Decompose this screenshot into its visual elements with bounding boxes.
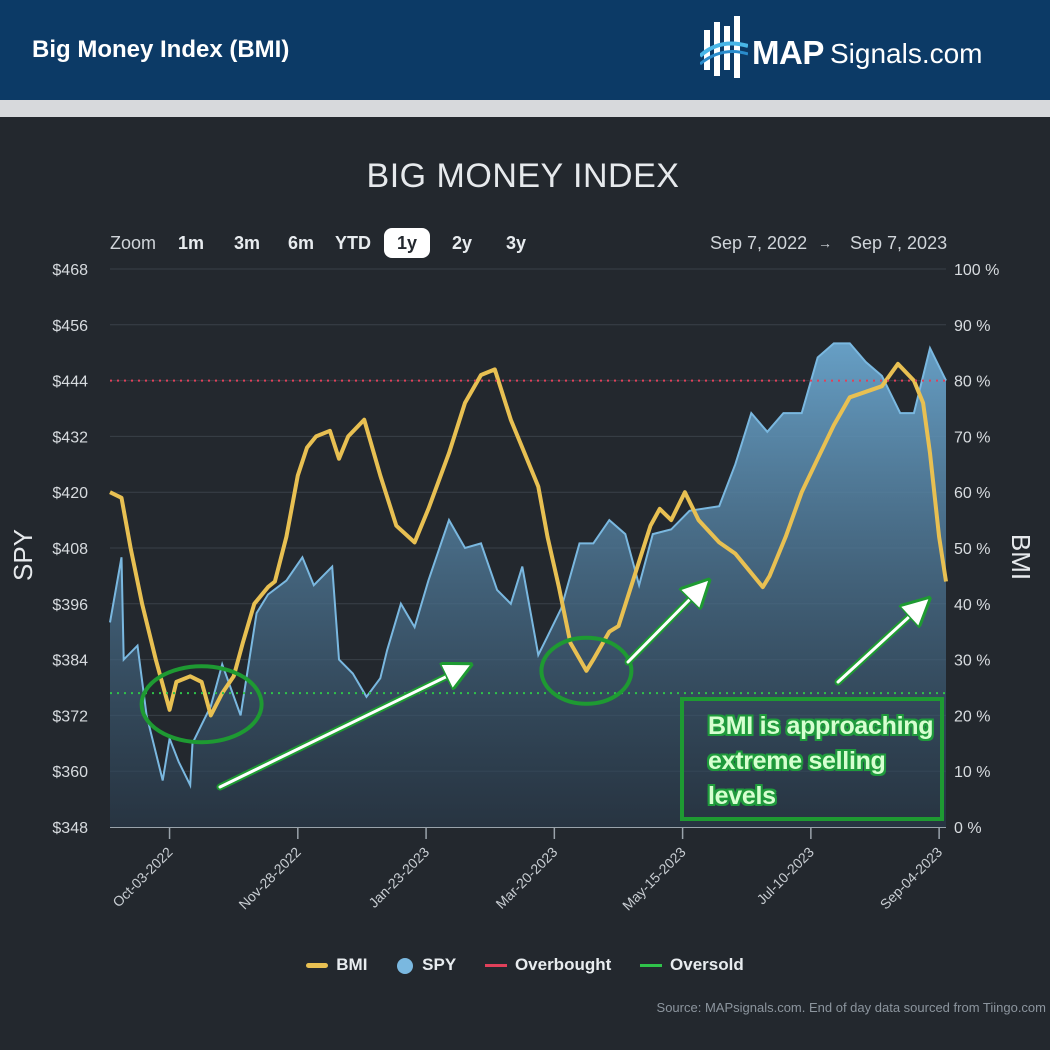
range-arrow-icon: → (818, 235, 832, 251)
legend-item-oversold[interactable]: Oversold (640, 955, 744, 975)
y-right-tick-label: 0 % (954, 820, 982, 837)
x-tick-label: Mar-20-2023 (492, 844, 560, 912)
zoom-3y-button[interactable]: 3y (505, 233, 527, 253)
x-tick-label: May-15-2023 (619, 844, 689, 914)
legend-label-overbought: Overbought (514, 955, 612, 974)
legend-item-overbought[interactable]: Overbought (484, 955, 612, 975)
x-tick-label: Sep-04-2023 (877, 844, 946, 913)
range-from-date[interactable]: Sep 7, 2022 (710, 233, 808, 253)
annotation-arrow-1 (218, 669, 462, 789)
y-right-tick-label: 100 % (954, 262, 999, 279)
spy-area (110, 343, 946, 827)
annotation-circle-mar-low (539, 635, 634, 706)
chart-canvas: $468 100 % $456 90 % $444 80 % $432 70 % $420 60 … (8, 262, 1036, 914)
y-right-tick-label: 10 % (954, 764, 990, 781)
zoom-1m-button[interactable]: 1m (177, 233, 204, 253)
y-left-tick-label: $360 (52, 764, 88, 781)
chart-title: BIG MONEY INDEX (366, 157, 680, 195)
y-left-tick-label: $408 (52, 541, 88, 558)
y-left-tick-label: $468 (52, 262, 88, 279)
chart-panel: $468 100 % $456 90 % $444 80 % $432 70 % $420 60 … (0, 117, 1050, 1050)
y-left-tick-label: $396 (52, 597, 88, 614)
y-right-tick-label: 40 % (954, 597, 990, 614)
annotation-arrow-2 (626, 587, 702, 664)
y-left-axis-title: SPY (8, 529, 38, 581)
y-left-tick-label: $384 (52, 653, 88, 670)
y-left-tick-label: $432 (52, 429, 88, 446)
logo-bold-text: MAP (752, 34, 824, 71)
zoom-3m-button[interactable]: 3m (233, 233, 260, 253)
zoom-1y-button[interactable]: 1y (384, 228, 430, 258)
x-tick-label: Nov-28-2022 (235, 844, 304, 913)
zoom-2y-button[interactable]: 2y (451, 233, 473, 253)
y-left-tick-label: $456 (52, 318, 88, 335)
y-right-tick-label: 80 % (954, 374, 990, 391)
y-left-tick-label: $372 (52, 708, 88, 725)
y-left-tick-label: $420 (52, 485, 88, 502)
y-right-tick-label: 20 % (954, 708, 990, 725)
y-right-tick-label: 70 % (954, 429, 990, 446)
x-tick-label: Oct-03-2022 (109, 844, 175, 910)
y-left-tick-label: $348 (52, 820, 88, 837)
y-right-tick-label: 30 % (954, 653, 990, 670)
annotation-box: BMI is approaching extreme selling level… (680, 697, 944, 821)
y-right-axis-title: BMI (1006, 534, 1036, 580)
divider-strip (0, 100, 1050, 117)
x-tick-label: Jul-10-2023 (753, 844, 817, 908)
zoom-6m-button[interactable]: 6m (287, 233, 314, 253)
annotation-text: BMI is approaching extreme selling level… (708, 712, 934, 810)
logo-regular-text: Signals.com (830, 38, 983, 69)
y-right-tick-label: 50 % (954, 541, 990, 558)
range-to-date[interactable]: Sep 7, 2023 (850, 233, 948, 253)
source-note: Source: MAPsignals.com. End of day data … (656, 1000, 1046, 1015)
logo-mark-icon (698, 16, 749, 78)
header-bar: Big Money Index (BMI) MAP Signals.com (0, 0, 1050, 100)
mapsignals-logo: MAP Signals.com (698, 16, 1000, 88)
y-right-tick-label: 90 % (954, 318, 990, 335)
legend-item-spy[interactable]: SPY (396, 955, 456, 975)
chart-legend: BMI SPY Overbought Oversold (0, 955, 1050, 975)
spy-line (109, 342, 947, 789)
legend-label-oversold: Oversold (670, 955, 744, 974)
legend-label-bmi: BMI (336, 955, 368, 974)
y-right-tick-label: 60 % (954, 485, 990, 502)
zoom-ytd-button[interactable]: YTD (335, 233, 371, 253)
page-title: Big Money Index (BMI) (32, 36, 290, 63)
annotation-circle-oct-low (139, 664, 264, 745)
annotation-arrow-3 (836, 605, 922, 684)
x-tick-label: Jan-23-2023 (365, 844, 432, 911)
legend-item-bmi[interactable]: BMI (306, 955, 367, 975)
bmi-line (109, 361, 948, 718)
y-left-tick-label: $444 (52, 374, 88, 391)
legend-label-spy: SPY (422, 955, 457, 974)
zoom-label: Zoom (110, 233, 157, 253)
